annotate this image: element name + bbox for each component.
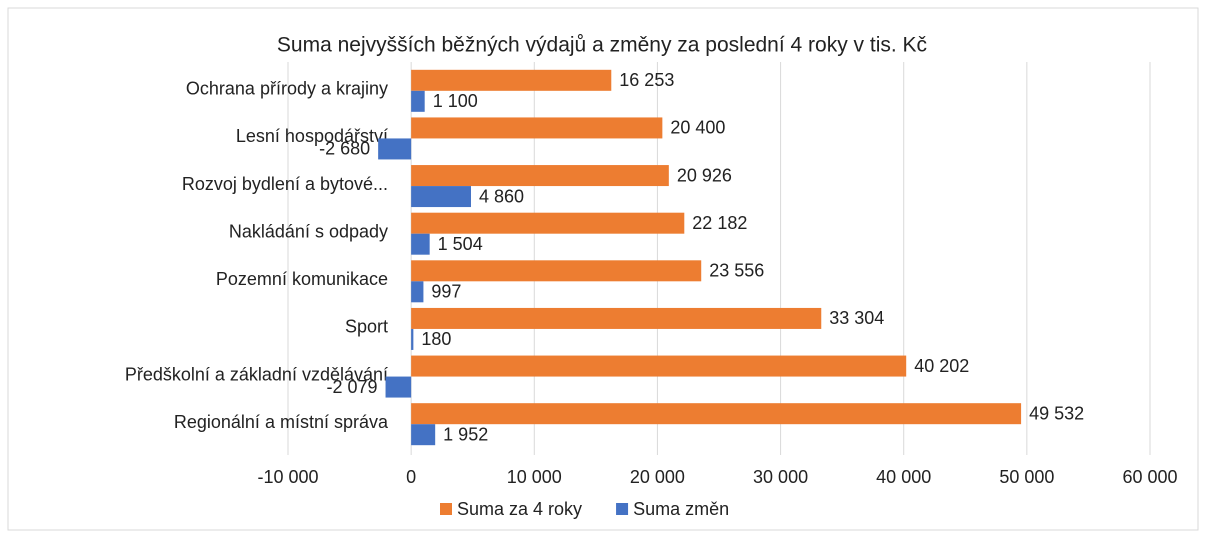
data-label: -2 680	[319, 139, 370, 159]
category-label: Pozemní komunikace	[216, 269, 388, 289]
data-label: 20 926	[677, 165, 732, 185]
bar	[411, 90, 425, 112]
category-label: Lesní hospodářství	[236, 126, 388, 146]
data-label: 4 860	[479, 186, 524, 206]
data-label: 49 532	[1029, 403, 1084, 423]
data-label: 1 100	[433, 91, 478, 111]
data-label: 22 182	[692, 213, 747, 233]
bar	[411, 281, 424, 303]
bar	[385, 376, 412, 398]
category-label: Sport	[345, 317, 388, 337]
category-label: Regionální a místní správa	[174, 412, 389, 432]
legend-label: Suma za 4 roky	[457, 499, 582, 519]
category-label: Předškolní a základní vzdělávání	[125, 364, 388, 384]
bar	[411, 117, 663, 139]
data-label: 1 952	[443, 424, 488, 444]
data-label: -2 079	[326, 377, 377, 397]
legend-swatch	[616, 503, 629, 515]
chart-title: Suma nejvyšších běžných výdajů a změny z…	[277, 34, 927, 57]
data-label: 1 504	[438, 234, 483, 254]
x-tick-label: 0	[406, 467, 416, 487]
data-label: 40 202	[914, 356, 969, 376]
bar	[411, 328, 414, 350]
x-tick-label: 10 000	[507, 467, 562, 487]
legend-swatch	[440, 503, 452, 515]
bar	[378, 138, 412, 160]
bar	[411, 165, 669, 187]
legend-label: Suma změn	[633, 499, 729, 519]
x-tick-label: 60 000	[1122, 467, 1177, 487]
bar	[411, 212, 685, 234]
bar	[411, 355, 907, 377]
data-label: 23 556	[709, 261, 764, 281]
bar	[411, 307, 822, 329]
category-label: Ochrana přírody a krajiny	[186, 79, 388, 99]
bar	[411, 186, 471, 208]
category-label: Nakládání s odpady	[229, 221, 388, 241]
data-label: 180	[421, 329, 451, 349]
x-tick-label: 30 000	[753, 467, 808, 487]
x-tick-label: 50 000	[999, 467, 1054, 487]
bar	[411, 424, 436, 446]
data-label: 16 253	[619, 70, 674, 90]
x-tick-label: 20 000	[630, 467, 685, 487]
bar	[411, 260, 702, 282]
data-label: 33 304	[829, 308, 884, 328]
bar	[411, 233, 430, 255]
category-label: Rozvoj bydlení a bytové...	[182, 174, 388, 194]
data-label: 997	[431, 282, 461, 302]
x-tick-label: -10 000	[257, 467, 318, 487]
x-tick-label: 40 000	[876, 467, 931, 487]
bar	[411, 69, 612, 91]
bar	[411, 403, 1022, 425]
data-label: 20 400	[670, 118, 725, 138]
